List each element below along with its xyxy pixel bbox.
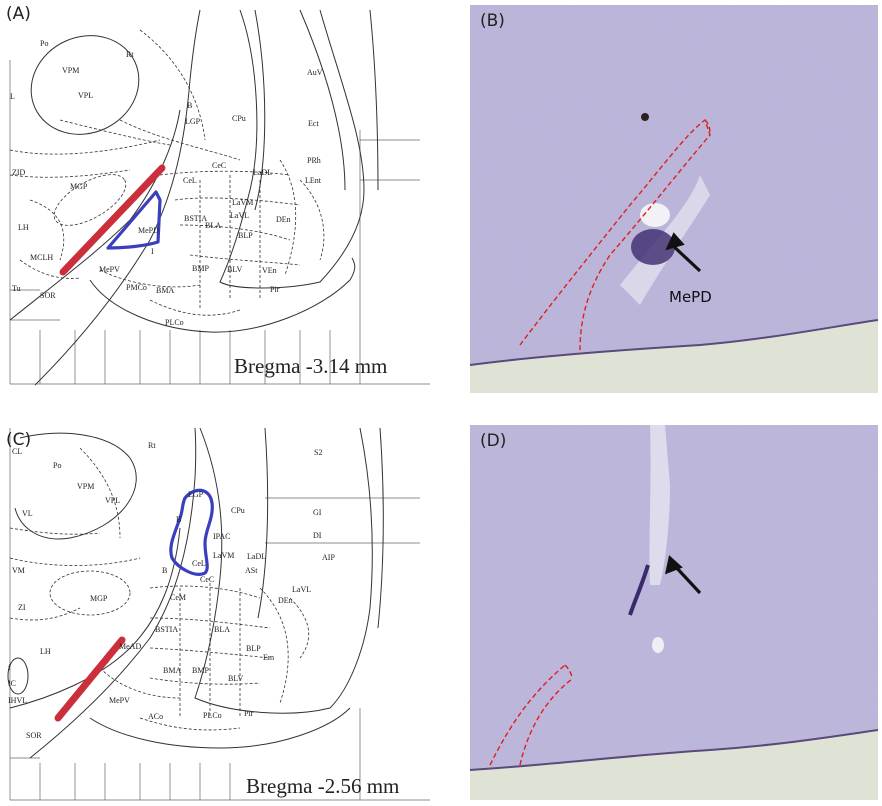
atlas-a-region-label: LGP: [185, 117, 201, 126]
atlas-a-region-label: VEn: [262, 266, 277, 275]
atlas-a-region-label: LEnt: [305, 176, 322, 185]
atlas-a-region-label: B: [187, 101, 192, 110]
atlas-c-region-label: MePV: [109, 696, 130, 705]
atlas-c-region-label: VPL: [105, 496, 120, 505]
atlas-c-region-label: PLCo: [203, 711, 222, 720]
atlas-c-region-label: LGP: [188, 490, 204, 499]
atlas-a-region-label: CPu: [232, 114, 246, 123]
atlas-c-region-label: LaVM: [213, 551, 234, 560]
atlas-c-region-label: f: [8, 663, 11, 672]
atlas-c-region-label: DEn: [278, 596, 293, 605]
bregma-label-a: Bregma -3.14 mm: [234, 354, 388, 378]
atlas-c-region-label: CeC: [200, 575, 214, 584]
atlas-c-region-label: Pir: [244, 709, 254, 718]
atlas-a-region-label: PRh: [307, 156, 321, 165]
atlas-c-region-label: ASt: [245, 566, 258, 575]
panel-c-atlas: CL Po Rt S2 VPM VPL VL CPu GI LGP DI B IPAC VM LaVM AIP…: [0, 418, 440, 806]
bregma-label-c: Bregma -2.56 mm: [246, 774, 400, 798]
atlas-c-region-label: ZI: [18, 603, 26, 612]
mepd-annotation: MePD: [669, 288, 712, 306]
atlas-c-region-label: BMA: [163, 666, 181, 675]
atlas-c-region-label: AIP: [322, 553, 335, 562]
atlas-a-region-label: AuV: [307, 68, 323, 77]
atlas-c-labels: CL Po Rt S2 VPM VPL VL CPu GI LGP DI B IPAC VM LaVM AIP…: [8, 441, 335, 740]
atlas-a-region-label: L: [10, 92, 15, 101]
atlas-c-region-label: LaDL: [247, 552, 266, 561]
atlas-a-region-label: MGP: [70, 182, 88, 191]
atlas-c-region-label: VPM: [77, 482, 94, 491]
panel-a-atlas: Po VPM Rt VPL L B LGP CPu AuV Ect PRh LEnt ZID MGP CeC…: [0, 0, 440, 395]
atlas-a-region-label: BSTIA: [184, 214, 207, 223]
atlas-c-region-label: IHVL: [8, 696, 27, 705]
atlas-a-labels: Po VPM Rt VPL L B LGP CPu AuV Ect PRh LEnt ZID MGP CeC…: [10, 39, 323, 327]
atlas-a-region-label: CeC: [212, 161, 226, 170]
atlas-a-region-label: I: [151, 247, 154, 256]
atlas-a-region-label: MePD: [138, 226, 159, 235]
atlas-a-region-label: Po: [40, 39, 48, 48]
panel-d-photo: (D): [470, 425, 878, 800]
histology-image-b: [470, 5, 878, 393]
atlas-c-region-label: IC: [8, 679, 16, 688]
atlas-a-region-label: VPL: [78, 91, 93, 100]
atlas-c-region-label: CPu: [231, 506, 245, 515]
atlas-a-region-label: LaVL: [230, 211, 249, 220]
panel-label-a: (A): [6, 4, 31, 24]
atlas-c-region-label: ACo: [148, 712, 163, 721]
atlas-a-region-label: VPM: [62, 66, 79, 75]
atlas-a-region-label: LaDL: [253, 168, 272, 177]
atlas-a-region-label: BLA: [205, 221, 221, 230]
atlas-a-region-label: BMP: [192, 264, 209, 273]
histology-image-d: [470, 425, 878, 800]
atlas-c-region-label: S2: [314, 448, 322, 457]
atlas-c-region-label: BSTIA: [155, 625, 178, 634]
atlas-c-region-label: CeL: [192, 559, 206, 568]
atlas-c-region-label: DI: [313, 531, 322, 540]
atlas-c-region-label: IPAC: [213, 532, 231, 541]
atlas-a-region-label: Ect: [308, 119, 319, 128]
atlas-a-region-label: MePV: [99, 265, 120, 274]
atlas-a-region-label: SOR: [40, 291, 56, 300]
atlas-c-region-label: B: [162, 566, 167, 575]
atlas-c-region-label: CeM: [170, 593, 186, 602]
panel-label-c: (C): [6, 430, 32, 450]
atlas-c-region-label: Po: [53, 461, 61, 470]
panel-label-b: (B): [480, 11, 505, 31]
atlas-drawing-c: CL Po Rt S2 VPM VPL VL CPu GI LGP DI B IPAC VM LaVM AIP…: [7, 427, 430, 801]
atlas-c-region-label: Em: [263, 653, 275, 662]
atlas-a-region-label: DEn: [276, 215, 291, 224]
atlas-c-region-label: Rt: [148, 441, 156, 450]
atlas-c-region-label: BLV: [228, 674, 243, 683]
atlas-c-region-label: BLA: [214, 625, 230, 634]
atlas-c-region-label: BMP: [192, 666, 209, 675]
atlas-a-region-label: CeL: [183, 176, 197, 185]
atlas-a-region-label: BMA: [156, 286, 174, 295]
atlas-c-region-label: SOR: [26, 731, 42, 740]
atlas-c-region-label: VL: [22, 509, 33, 518]
atlas-a-region-label: BLP: [238, 231, 253, 240]
atlas-a-region-label: Pir: [270, 285, 280, 294]
atlas-a-region-label: Tu: [12, 284, 21, 293]
atlas-drawing-a: Po VPM Rt VPL L B LGP CPu AuV Ect PRh LEnt ZID MGP CeC…: [9, 9, 430, 386]
atlas-c-region-label: GI: [313, 508, 322, 517]
atlas-a-region-label: LaVM: [232, 198, 253, 207]
atlas-a-region-label: BLV: [227, 265, 242, 274]
atlas-a-region-label: LH: [18, 223, 29, 232]
atlas-c-region-label: VM: [12, 566, 25, 575]
atlas-a-region-label: PMCo: [126, 283, 147, 292]
atlas-a-region-label: ZID: [12, 168, 26, 177]
atlas-c-region-label: MeAD: [119, 642, 141, 651]
atlas-c-region-label: MGP: [90, 594, 108, 603]
panel-b-photo: (B) MePD: [470, 5, 878, 393]
atlas-a-region-label: MCLH: [30, 253, 53, 262]
panel-label-d: (D): [480, 431, 507, 451]
atlas-c-region-label: LH: [40, 647, 51, 656]
atlas-c-region-label: CL: [12, 447, 22, 456]
atlas-a-region-label: Rt: [126, 50, 134, 59]
atlas-c-region-label: BLP: [246, 644, 261, 653]
atlas-c-region-label: LaVL: [292, 585, 311, 594]
atlas-c-region-label: B: [176, 515, 181, 524]
atlas-a-region-label: PLCo: [165, 318, 184, 327]
